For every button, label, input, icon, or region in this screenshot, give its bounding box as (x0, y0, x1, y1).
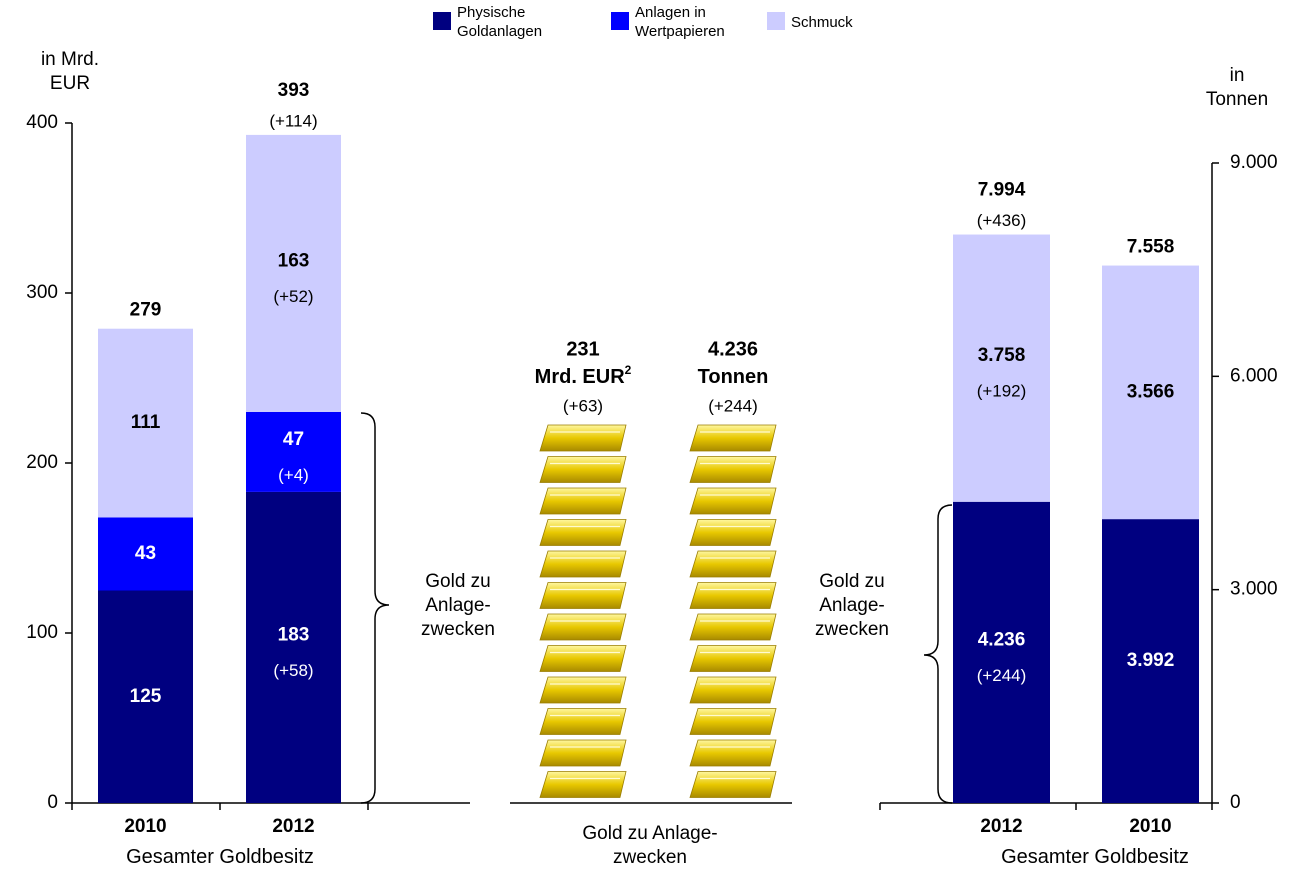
value-label: 4.236 (978, 629, 1026, 650)
value-label: 111 (131, 412, 161, 433)
x-axis-title: Gesamter Goldbesitz (1001, 846, 1189, 868)
x-tick-label: 2012 (272, 816, 314, 837)
y-tick-label: 400 (26, 112, 58, 133)
gold-bar (689, 645, 777, 672)
brace-label: Gold zu Anlage- zwecken (815, 571, 889, 640)
bar-segment (1102, 265, 1199, 520)
gold-bar (539, 708, 627, 735)
gold-stack (689, 424, 777, 798)
legend-swatch (767, 12, 785, 30)
gold-bar (539, 613, 627, 641)
legend-swatch (611, 12, 629, 30)
gold-bar (689, 487, 777, 515)
gold-bar (689, 708, 777, 735)
gold-bar (539, 456, 627, 483)
gold-stack (539, 424, 627, 798)
bar-segment (246, 134, 341, 412)
pictogram-unit: Tonnen (698, 366, 769, 388)
total-label: 279 (130, 300, 162, 321)
pictogram-change: (+244) (708, 396, 758, 415)
gold-bar (689, 582, 777, 609)
unit-text: Mrd. EUR (535, 366, 626, 388)
total-label: 7.558 (1127, 237, 1175, 258)
gold-bar (539, 424, 627, 452)
gold-bar (689, 424, 777, 452)
gold-bar (539, 487, 627, 515)
total-label: 7.994 (978, 180, 1026, 201)
gold-bar (689, 676, 777, 704)
change-label: (+244) (977, 666, 1027, 685)
pictogram-value: 231 (566, 338, 599, 360)
bar-segment (246, 412, 341, 492)
legend-label: Schmuck (791, 14, 853, 31)
y-tick-label: 0 (1230, 792, 1241, 813)
bar-segment (953, 501, 1050, 803)
gold-bar (689, 456, 777, 483)
value-label: 47 (283, 429, 304, 450)
gold-bar (689, 613, 777, 641)
y-tick-label: 3.000 (1230, 579, 1278, 600)
x-axis-title: Gesamter Goldbesitz (126, 846, 314, 868)
value-label: 43 (135, 543, 156, 564)
caption: Gold zu Anlage- zwecken (582, 823, 718, 868)
y-tick-label: 300 (26, 282, 58, 303)
total-change-label: (+436) (977, 211, 1027, 230)
pictogram-change: (+63) (563, 396, 603, 415)
gold-bar (539, 550, 627, 578)
brace-label: Gold zu Anlage- zwecken (421, 571, 495, 640)
total-change-label: (+114) (269, 111, 317, 130)
y-tick-label: 100 (26, 622, 58, 643)
bar-segment (953, 234, 1050, 502)
change-label: (+192) (977, 382, 1027, 401)
x-tick-label: 2010 (124, 816, 166, 837)
value-label: 163 (278, 250, 310, 271)
change-label: (+4) (278, 465, 309, 484)
gold-bar (689, 519, 777, 546)
gold-bar (539, 676, 627, 704)
gold-bar (689, 771, 777, 798)
gold-bar (539, 771, 627, 798)
bar-segment (246, 491, 341, 803)
legend-swatch (433, 12, 451, 30)
value-label: 3.992 (1127, 650, 1175, 671)
gold-bar (689, 550, 777, 578)
value-label: 125 (130, 686, 162, 707)
y-axis-title: in Tonnen (1205, 65, 1269, 110)
gold-bar (539, 739, 627, 767)
bar-segment (98, 517, 193, 591)
y-axis-title: in Mrd. EUR (40, 49, 100, 94)
pictogram-value: 4.236 (708, 338, 758, 360)
legend-label: Physische Goldanlagen (457, 4, 543, 40)
y-tick-label: 200 (26, 452, 58, 473)
brace (360, 412, 390, 804)
bar-segment (98, 590, 193, 803)
bar-segment (1102, 519, 1199, 803)
unit-text: Tonnen (698, 366, 769, 388)
footnote: 2 (625, 363, 632, 377)
value-label: 3.566 (1127, 381, 1175, 402)
y-tick-label: 9.000 (1230, 152, 1278, 173)
change-label: (+52) (273, 287, 313, 306)
value-label: 183 (278, 624, 310, 645)
total-label: 393 (278, 80, 310, 101)
legend-label: Anlagen in Wertpapieren (635, 4, 725, 40)
bar-segment (98, 328, 193, 518)
gold-bar (689, 739, 777, 767)
x-tick-label: 2012 (980, 816, 1022, 837)
x-tick-label: 2010 (1129, 816, 1171, 837)
value-label: 3.758 (978, 345, 1026, 366)
brace (923, 504, 953, 804)
change-label: (+58) (273, 661, 313, 680)
pictogram-unit: Mrd. EUR2 (535, 363, 632, 388)
y-tick-label: 0 (47, 792, 58, 813)
y-tick-label: 6.000 (1230, 365, 1278, 386)
gold-bar (539, 582, 627, 609)
gold-bar (539, 519, 627, 546)
gold-bar (539, 645, 627, 672)
